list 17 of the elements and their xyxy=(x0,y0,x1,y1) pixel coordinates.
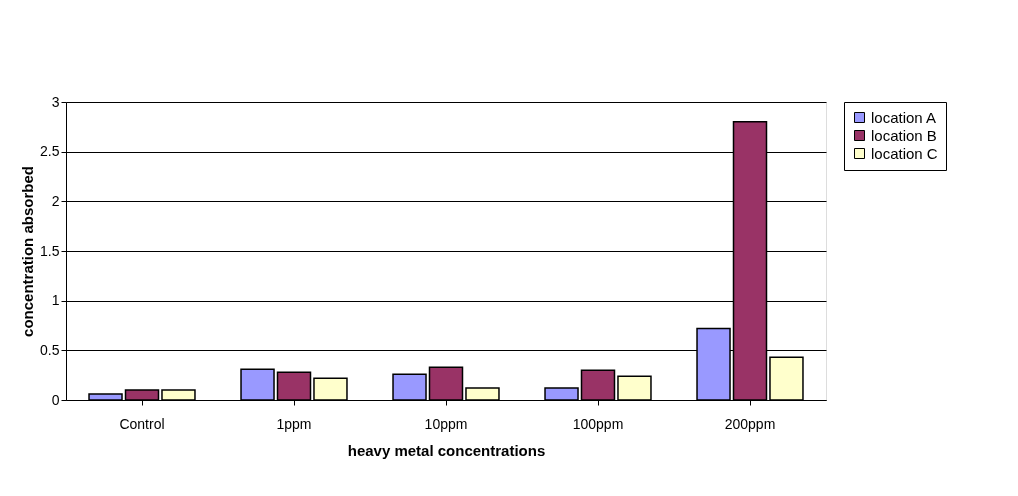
y-tick-label: 1 xyxy=(51,292,60,309)
x-axis-title: heavy metal concentrations xyxy=(347,441,546,459)
y-tick-label: 0.5 xyxy=(40,341,60,358)
x-tick-label: 1ppm xyxy=(276,415,312,432)
x-tick-label: 200ppm xyxy=(724,415,776,432)
y-axis-title: concentration absorbed xyxy=(19,166,37,337)
x-tick-label: Control xyxy=(119,415,165,432)
x-tick-label: 100ppm xyxy=(572,415,624,432)
legend-label: location B xyxy=(871,126,937,144)
legend-label: location A xyxy=(871,108,937,126)
y-tick-label: 1.5 xyxy=(40,242,60,259)
y-tick-label: 3 xyxy=(51,93,60,110)
y-tick-label: 2 xyxy=(51,192,60,209)
x-tick-label: 10ppm xyxy=(424,415,468,432)
y-tick-label: 0 xyxy=(51,391,60,408)
y-tick-label: 2.5 xyxy=(40,143,60,160)
legend-label: location C xyxy=(871,144,938,162)
